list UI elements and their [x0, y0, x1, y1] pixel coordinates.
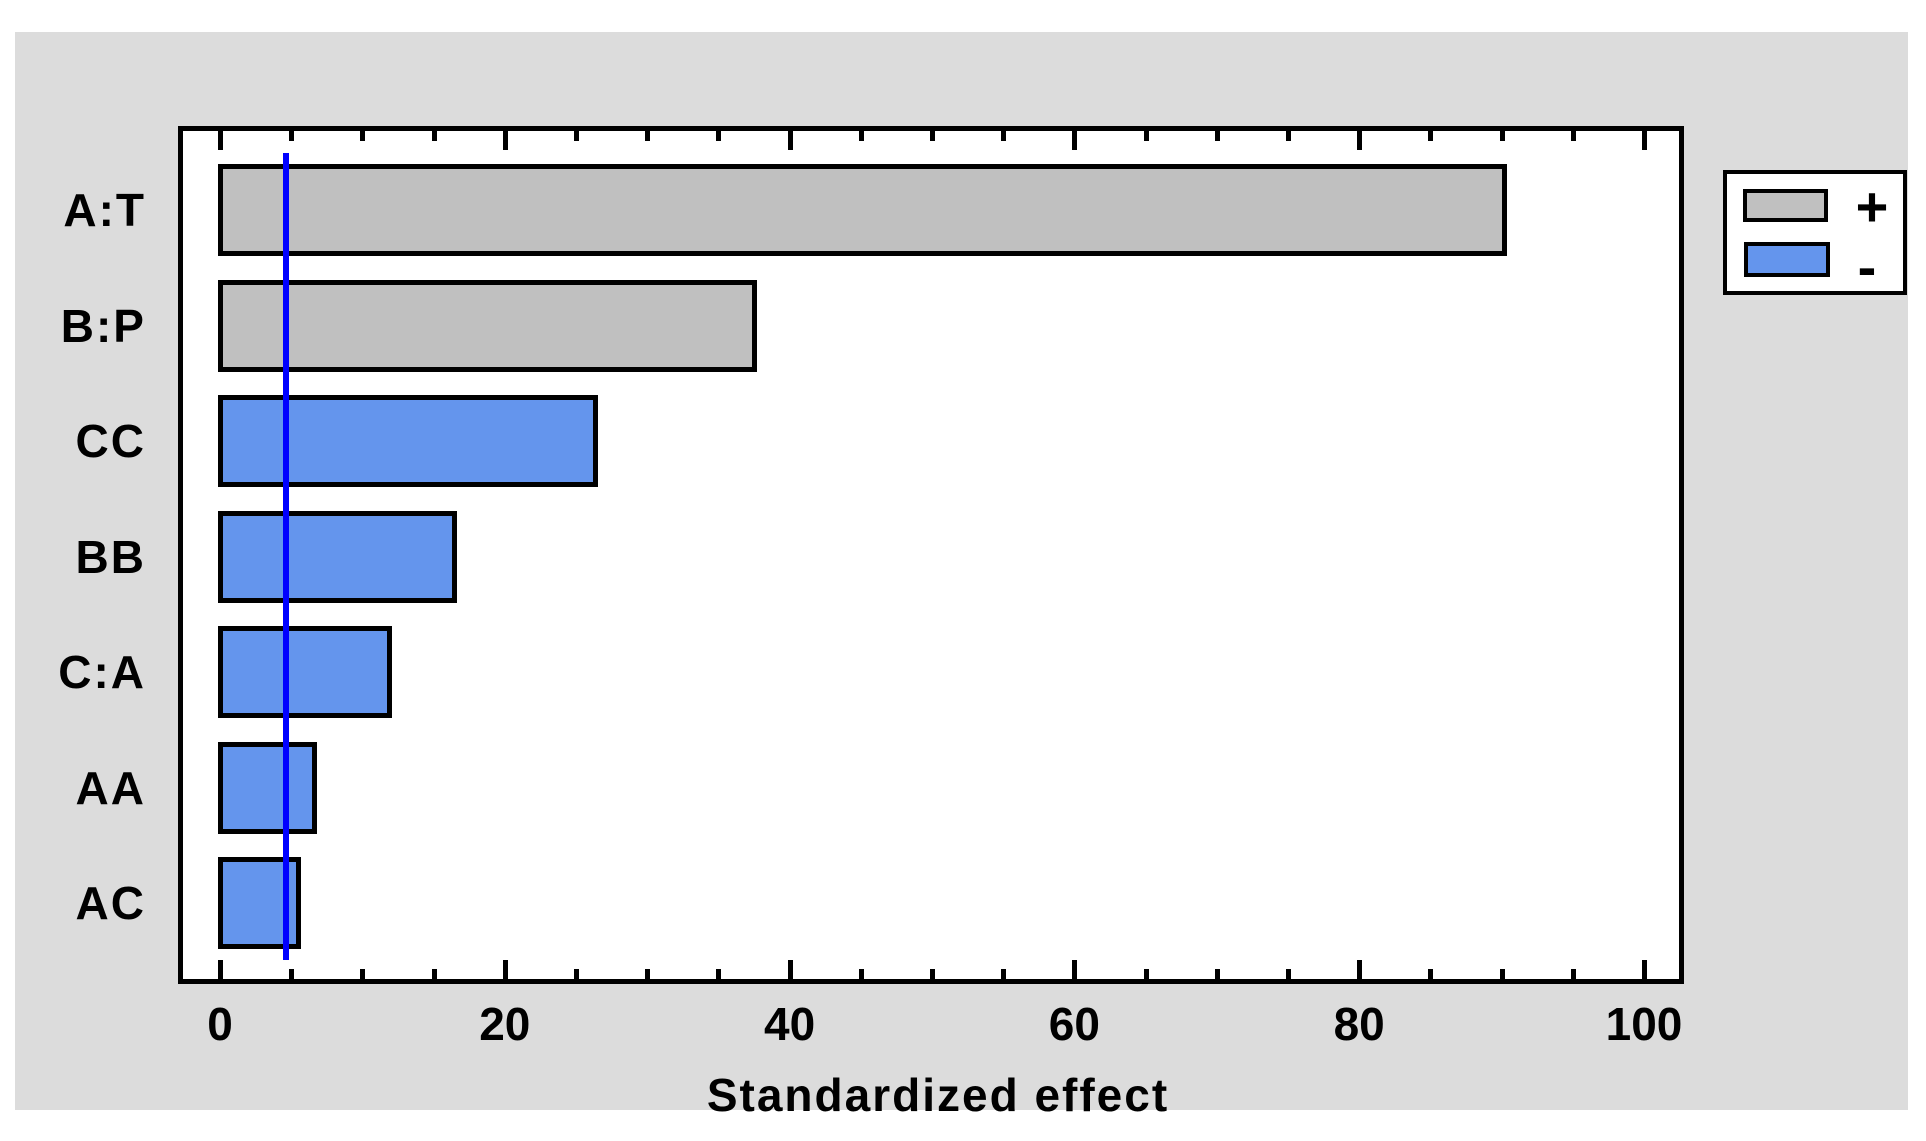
- minor-tick-25: [574, 131, 579, 141]
- major-tick-80: [1357, 960, 1363, 979]
- minor-tick-85: [1428, 131, 1434, 141]
- major-tick-100: [1642, 131, 1647, 150]
- minor-tick-30: [645, 131, 651, 141]
- legend-label-negative: -: [1857, 235, 1877, 298]
- minor-tick-45: [858, 969, 864, 979]
- legend: + -: [1723, 170, 1907, 295]
- x-tick-label-100: 100: [1605, 998, 1683, 1050]
- minor-tick-90: [1499, 969, 1505, 979]
- minor-tick-95: [1570, 969, 1576, 979]
- y-label-BB: BB: [75, 530, 146, 583]
- minor-tick-10: [360, 131, 366, 141]
- major-tick-80: [1357, 131, 1363, 150]
- major-tick-60: [1072, 960, 1078, 979]
- legend-swatch-positive: [1743, 189, 1828, 222]
- minor-tick-65: [1143, 969, 1149, 979]
- y-label-A:T: A:T: [63, 184, 146, 236]
- minor-tick-45: [858, 131, 864, 141]
- minor-tick-50: [930, 969, 935, 979]
- y-label-B:P: B:P: [60, 299, 146, 352]
- minor-tick-50: [930, 131, 935, 141]
- minor-tick-5: [289, 969, 295, 979]
- minor-tick-10: [360, 969, 366, 979]
- bar-B:P: [218, 279, 757, 372]
- major-tick-40: [787, 960, 793, 979]
- minor-tick-70: [1214, 969, 1220, 979]
- y-label-AC: AC: [75, 877, 146, 929]
- plot-area: [178, 126, 1684, 984]
- major-tick-0: [218, 131, 223, 150]
- legend-swatch-negative: [1744, 242, 1830, 277]
- chart-panel: A:T B:P CC BB C:A AA AC 0 20 40 60 80 100 Standardi…: [15, 32, 1908, 1121]
- minor-tick-75: [1286, 131, 1291, 141]
- y-label-AA: AA: [75, 761, 146, 814]
- x-tick-label-40: 40: [764, 998, 816, 1050]
- major-tick-60: [1072, 131, 1078, 150]
- x-tick-label-80: 80: [1333, 998, 1385, 1050]
- major-tick-20: [502, 960, 508, 979]
- bar-C:A: [218, 626, 392, 718]
- minor-tick-5: [289, 131, 295, 141]
- x-tick-label-60: 60: [1048, 998, 1100, 1050]
- major-tick-20: [502, 131, 508, 150]
- minor-tick-25: [574, 969, 579, 979]
- legend-label-positive: +: [1855, 175, 1889, 238]
- minor-tick-35: [716, 131, 722, 141]
- bar-AA: [218, 741, 317, 834]
- minor-tick-65: [1143, 131, 1149, 141]
- bar-CC: [218, 395, 598, 487]
- threshold-line: [282, 153, 289, 960]
- minor-tick-90: [1499, 131, 1505, 141]
- y-label-C:A: C:A: [58, 646, 146, 698]
- minor-tick-55: [1001, 131, 1007, 141]
- y-label-CC: CC: [75, 415, 146, 467]
- minor-tick-75: [1286, 969, 1291, 979]
- minor-tick-85: [1428, 969, 1434, 979]
- x-axis-title: Standardized effect: [706, 1069, 1170, 1121]
- minor-tick-30: [645, 969, 651, 979]
- bar-BB: [218, 510, 457, 603]
- minor-tick-15: [431, 131, 437, 141]
- bar-A:T: [218, 164, 1507, 256]
- x-tick-label-0: 0: [207, 998, 233, 1050]
- major-tick-40: [787, 131, 793, 150]
- x-tick-label-20: 20: [479, 998, 531, 1050]
- minor-tick-95: [1570, 131, 1576, 141]
- major-tick-0: [218, 960, 223, 979]
- minor-tick-35: [716, 969, 722, 979]
- minor-tick-70: [1214, 131, 1220, 141]
- minor-tick-55: [1001, 969, 1007, 979]
- major-tick-100: [1642, 960, 1647, 979]
- bar-AC: [218, 857, 301, 949]
- minor-tick-15: [431, 969, 437, 979]
